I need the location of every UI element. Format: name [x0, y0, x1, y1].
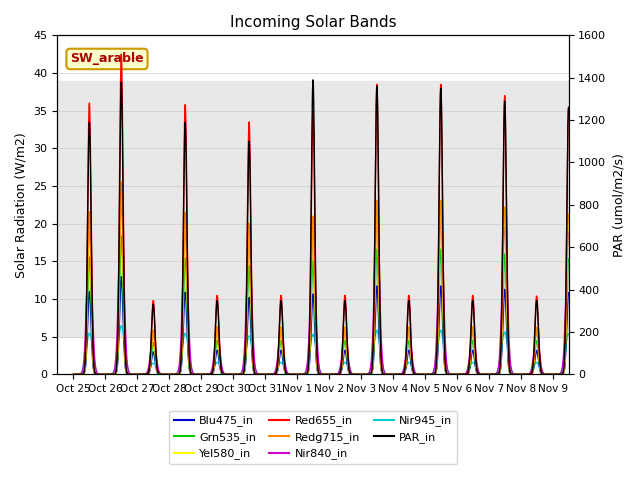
Bar	[58, 81, 568, 337]
Title: Incoming Solar Bands: Incoming Solar Bands	[230, 15, 396, 30]
Y-axis label: Solar Radiation (W/m2): Solar Radiation (W/m2)	[15, 132, 28, 278]
Text: SW_arable: SW_arable	[70, 52, 144, 65]
Legend: Blu475_in, Grn535_in, Yel580_in, Red655_in, Redg715_in, Nir840_in, Nir945_in, PA: Blu475_in, Grn535_in, Yel580_in, Red655_…	[169, 411, 457, 464]
Y-axis label: PAR (umol/m2/s): PAR (umol/m2/s)	[612, 153, 625, 257]
